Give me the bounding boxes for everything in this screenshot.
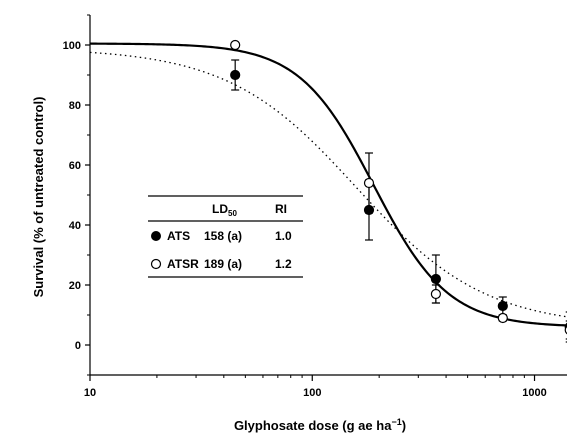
inset-ats-marker (151, 231, 161, 241)
inset-header-ld50: LD50 (212, 202, 237, 218)
x-axis-label-close: ) (402, 418, 406, 433)
x-tick-label: 1000 (522, 387, 546, 399)
svg-text:Glyphosate dose (g ae ha−1): Glyphosate dose (g ae ha−1) (234, 417, 406, 433)
data-point-atsr (363, 177, 375, 189)
x-axis-label: Glyphosate dose (g ae ha−1) (234, 417, 406, 433)
fit-curve-ats (89, 51, 567, 318)
data-point-atsr (497, 312, 508, 324)
inset-atsr-marker (150, 258, 162, 270)
y-axis-label: Survival (% of untreated control) (31, 97, 46, 298)
fit-curves (89, 42, 567, 327)
x-axis-label-text: Glyphosate dose (g ae ha (234, 418, 392, 433)
y-tick-label: 0 (75, 340, 81, 352)
inset-header-ld50-subscript: 50 (228, 209, 237, 218)
y-tick-label: 100 (63, 40, 81, 52)
inset-atsr-ld50: 189 (a) (204, 257, 242, 271)
y-tick-label: 40 (69, 220, 81, 232)
axes: 0 20 40 60 80 100 10 100 1000 (63, 14, 567, 399)
data-point-atsr (230, 39, 241, 51)
x-tick-label: 100 (303, 387, 321, 399)
data-point-atsr (430, 288, 442, 300)
inset-atsr-name: ATSR (167, 257, 199, 271)
inset-header-ld50-text: LD (212, 202, 228, 216)
data-point-ats (497, 300, 508, 312)
data-point-ats (230, 69, 241, 81)
inset-ats-ri: 1.0 (275, 229, 292, 243)
y-tick-label: 20 (69, 280, 81, 292)
inset-atsr-ri: 1.2 (275, 257, 292, 271)
x-tick-label: 10 (84, 387, 96, 399)
data-point-ats (430, 273, 442, 285)
fit-curve-atsr (90, 42, 567, 327)
ld50-inset-table: LD50 RI ATS 158 (a) 1.0 ATSR 189 (a) 1.2 (148, 195, 303, 278)
inset-ats-ld50: 158 (a) (204, 229, 242, 243)
data-points (230, 39, 567, 343)
inset-ats-name: ATS (167, 229, 190, 243)
y-tick-label: 60 (69, 160, 81, 172)
x-axis-label-exponent: −1 (391, 417, 401, 427)
y-tick-label: 80 (69, 100, 81, 112)
inset-header-ri: RI (275, 202, 287, 216)
